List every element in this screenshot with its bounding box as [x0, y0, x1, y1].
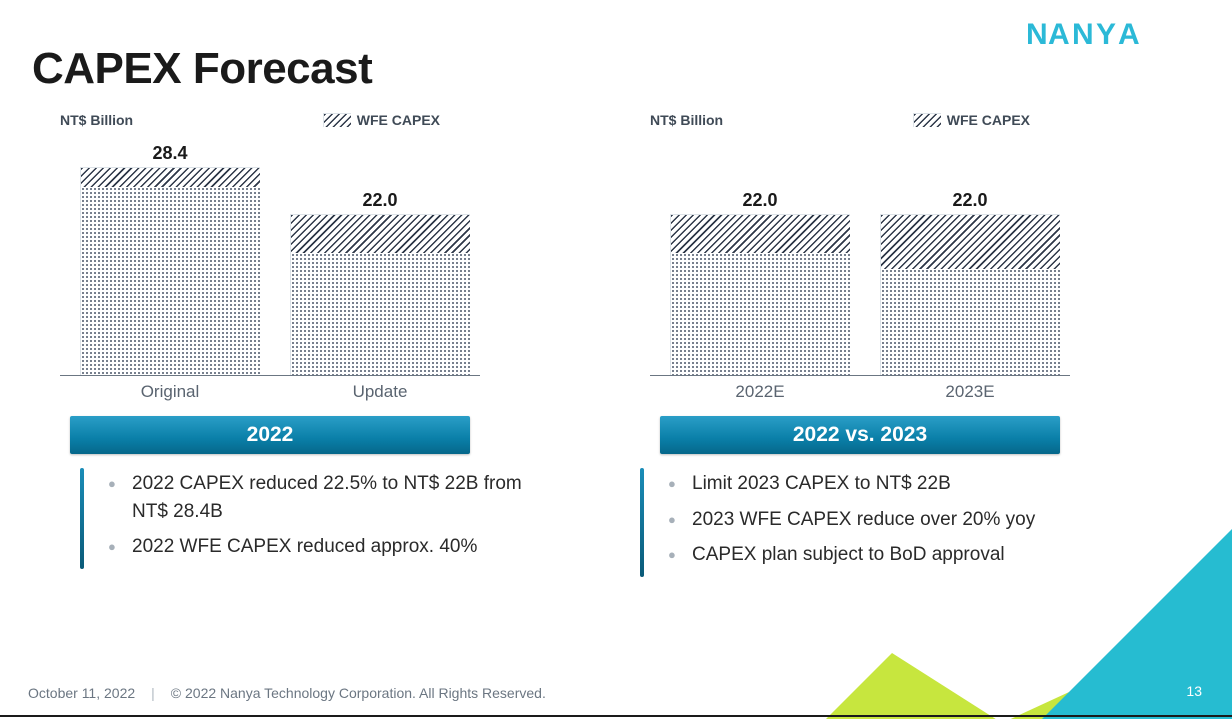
footer-separator: | [151, 685, 155, 701]
note-item: 2023 WFE CAPEX reduce over 20% yoy [668, 506, 1035, 534]
brand-logo: N A N Y A [1026, 16, 1196, 57]
legend-label: WFE CAPEX [357, 112, 440, 128]
svg-text:N: N [1026, 18, 1049, 51]
bar-segment-base [670, 253, 850, 375]
footer-copyright: © 2022 Nanya Technology Corporation. All… [171, 685, 546, 701]
footer: October 11, 2022 | © 2022 Nanya Technolo… [28, 685, 546, 701]
x-tick-label: Original [80, 382, 260, 402]
svg-text:A: A [1048, 18, 1071, 51]
chart-banner: 2022 vs. 2023 [660, 416, 1060, 454]
svg-text:Y: Y [1096, 18, 1117, 51]
accent-bar [640, 468, 644, 577]
note-item: 2022 WFE CAPEX reduced approx. 40% [108, 533, 560, 561]
bar-segment-base [880, 269, 1060, 375]
x-axis-labels: 2022E 2023E [650, 382, 1070, 410]
legend-swatch-icon [913, 113, 941, 127]
note-item: 2022 CAPEX reduced 22.5% to NT$ 22B from… [108, 470, 560, 525]
x-axis-line [650, 375, 1070, 376]
chart-2022: NT$ Billion WFE CAPEX 28.422.0 OriginalU… [60, 112, 480, 454]
footer-date: October 11, 2022 [28, 685, 135, 701]
x-tick-label: Update [290, 382, 470, 402]
chart-plot: 28.422.0 [60, 156, 480, 376]
bar-original: 28.4 [80, 167, 260, 375]
legend-wfe: WFE CAPEX [323, 112, 440, 128]
note-item: CAPEX plan subject to BoD approval [668, 541, 1035, 569]
bar-segment-wfe [80, 167, 260, 188]
bottom-rule [0, 715, 1232, 717]
bar-value-label: 28.4 [80, 143, 260, 164]
slide-title: CAPEX Forecast [32, 44, 372, 94]
bar-2022e: 22.0 [670, 214, 850, 375]
corner-accent-teal [1042, 529, 1232, 719]
y-axis-label: NT$ Billion [650, 112, 723, 128]
legend-wfe: WFE CAPEX [913, 112, 1030, 128]
x-axis-labels: Original Update [60, 382, 480, 410]
notes-2022: 2022 CAPEX reduced 22.5% to NT$ 22B from… [80, 468, 560, 569]
x-tick-label: 2022E [670, 382, 850, 402]
x-tick-label: 2023E [880, 382, 1060, 402]
bar-segment-wfe [670, 214, 850, 253]
bar-segment-base [290, 253, 470, 375]
chart-2022-vs-2023: NT$ Billion WFE CAPEX 22.022.0 2022E2023… [650, 112, 1070, 454]
accent-bar [80, 468, 84, 569]
slide-root: N A N Y A CAPEX Forecast NT$ Billion WFE… [0, 0, 1232, 719]
chart-plot: 22.022.0 [650, 156, 1070, 376]
note-item: Limit 2023 CAPEX to NT$ 22B [668, 470, 1035, 498]
bar-value-label: 22.0 [880, 190, 1060, 211]
bar-update: 22.0 [290, 214, 470, 375]
legend-swatch-icon [323, 113, 351, 127]
svg-text:N: N [1072, 18, 1095, 51]
legend-label: WFE CAPEX [947, 112, 1030, 128]
x-axis-line [60, 375, 480, 376]
y-axis-label: NT$ Billion [60, 112, 133, 128]
page-number: 13 [1186, 683, 1202, 699]
bar-value-label: 22.0 [670, 190, 850, 211]
bar-2023e: 22.0 [880, 214, 1060, 375]
bar-segment-wfe [880, 214, 1060, 270]
svg-text:A: A [1118, 18, 1141, 51]
bar-segment-base [80, 187, 260, 375]
chart-banner: 2022 [70, 416, 470, 454]
bar-value-label: 22.0 [290, 190, 470, 211]
bar-segment-wfe [290, 214, 470, 253]
